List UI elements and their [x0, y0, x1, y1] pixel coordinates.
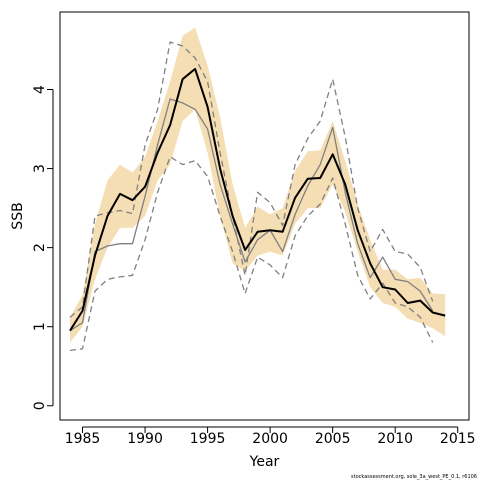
plot-layer [69, 27, 446, 352]
series-line-lower-dashed [69, 156, 434, 352]
x-tick-label-2005: 2005 [315, 431, 351, 447]
plot-frame [59, 11, 470, 421]
x-tick-label-1985: 1985 [65, 431, 101, 447]
x-tick-label-2010: 2010 [377, 431, 413, 447]
series-line-estimate [69, 67, 446, 332]
x-tick-label-1990: 1990 [127, 431, 163, 447]
series-line-retro [69, 98, 434, 332]
y-tick-label-4: 4 [32, 85, 48, 94]
axis-layer: 1985 1990 1995 2000 2005 2010 2015 0 1 2 3 4 [32, 85, 476, 447]
y-tick-label-2: 2 [32, 243, 48, 252]
x-tick-label-1995: 1995 [190, 431, 226, 447]
x-axis-title: Year [249, 454, 280, 470]
y-axis-title: SSB [10, 202, 26, 229]
y-tick-label-1: 1 [32, 322, 48, 331]
series-line-upper-dashed [69, 41, 434, 318]
x-tick-label-2015: 2015 [440, 431, 476, 447]
y-tick-label-3: 3 [32, 164, 48, 173]
x-tick-label-2000: 2000 [252, 431, 288, 447]
confidence-band [70, 27, 446, 343]
y-tick-label-0: 0 [32, 401, 48, 410]
footnote: stockassessment.org, sole_3a_west_PE_0.1… [351, 474, 477, 480]
